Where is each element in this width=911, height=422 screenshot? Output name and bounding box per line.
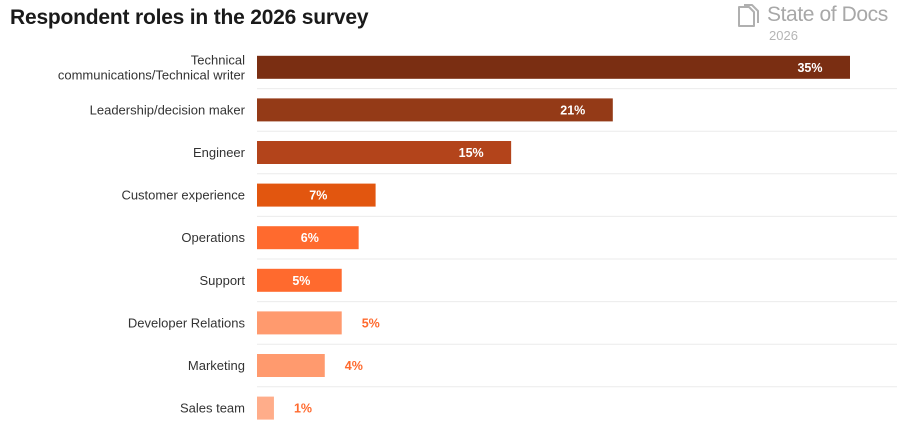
bar-row: Leadership/decision maker 21% [90, 98, 897, 132]
bar [257, 311, 342, 335]
bar [257, 226, 359, 250]
bar [257, 268, 342, 292]
bar-row: Engineer 15% [193, 141, 897, 175]
brand-name: State of Docs [767, 3, 888, 26]
category-label: Sales team [180, 401, 245, 416]
data-label: 15% [459, 146, 484, 160]
category-label: Technical communications/Technical writer [58, 52, 246, 82]
data-label: 1% [294, 402, 312, 416]
data-label: 5% [292, 274, 310, 288]
bar-row: Support 5% [199, 268, 897, 303]
category-label: Operations [181, 230, 245, 245]
category-label: Support [199, 273, 245, 288]
bar [257, 396, 274, 420]
brand-logo: State of Docs 2026 [736, 2, 906, 44]
chart-title: Respondent roles in the 2026 survey [10, 6, 369, 29]
bar-row: Customer experience 7% [121, 183, 897, 217]
data-label: 7% [309, 189, 327, 203]
document-stack-icon [738, 4, 759, 27]
data-label: 21% [560, 103, 585, 117]
category-label: Customer experience [121, 188, 245, 203]
category-label: Marketing [188, 358, 245, 373]
bar-row: Developer Relations 5% [128, 311, 897, 345]
bar [257, 354, 325, 377]
data-label: 6% [301, 231, 319, 245]
bar [257, 98, 613, 122]
category-label: Developer Relations [128, 315, 246, 330]
bar [257, 141, 512, 164]
bar-row: Marketing 4% [188, 354, 897, 388]
bar-row: Operations 6% [181, 226, 897, 260]
bar [257, 183, 376, 207]
category-label: Leadership/decision maker [90, 102, 246, 117]
category-label: Engineer [193, 145, 246, 160]
bar-row: Technical communications/Technical writer… [58, 52, 897, 90]
bar [257, 55, 850, 79]
brand-year: 2026 [769, 28, 798, 43]
data-label: 35% [797, 61, 822, 75]
data-label: 4% [345, 359, 363, 373]
data-label: 5% [362, 316, 380, 330]
bar-row: Sales team 1% [180, 396, 312, 420]
